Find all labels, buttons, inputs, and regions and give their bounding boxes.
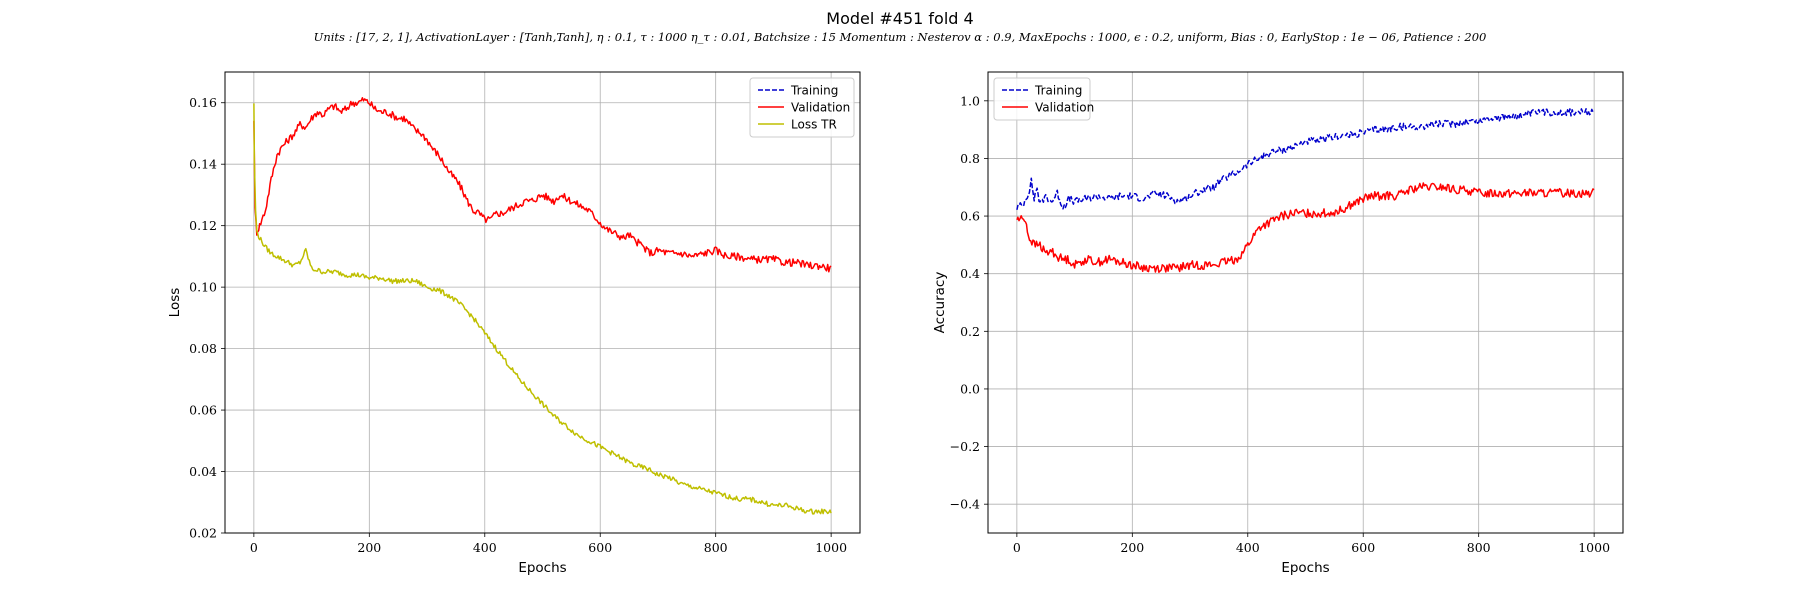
axes-frame (224, 71, 861, 534)
axes-frame (987, 71, 1624, 534)
x-axis-label: Epochs (1281, 560, 1329, 576)
y-tick-label: −0.2 (950, 439, 980, 454)
figure-subtitle: Units : [17, 2, 1], ActivationLayer : [T… (313, 30, 1487, 44)
figure-title: Model #451 fold 4 (826, 9, 974, 28)
legend-label: Validation (1035, 101, 1094, 115)
series-line-training (1016, 108, 1595, 210)
x-tick-label: 400 (473, 540, 497, 555)
legend: Training Validation (993, 77, 1094, 121)
x-tick-label: 400 (1236, 540, 1260, 555)
legend-box (993, 77, 1091, 121)
legend: Training Validation Loss TR (749, 77, 855, 138)
y-axis-label: Loss (167, 288, 183, 318)
x-tick-label: 1000 (815, 540, 847, 555)
y-tick-label: 0.10 (189, 280, 217, 295)
y-tick-label: 0.04 (189, 464, 217, 479)
y-tick-label: 0.16 (189, 95, 217, 110)
y-tick-label: 0.08 (189, 341, 217, 356)
legend-box (749, 77, 855, 138)
series-line-validation (253, 97, 832, 273)
x-tick-label: 0 (1013, 540, 1021, 555)
y-tick-label: 0.12 (189, 218, 217, 233)
x-tick-label: 1000 (1578, 540, 1610, 555)
legend-label: Training (1034, 84, 1082, 98)
y-tick-label: 0.14 (189, 157, 217, 172)
y-tick-label: 0.06 (189, 403, 217, 418)
y-tick-label: 0.02 (189, 526, 217, 541)
chart-panel-1: 0 200 400 600 800 1000 0.02 0.04 0.06 0.08 0.10 0.1… (167, 71, 861, 576)
x-tick-label: 0 (250, 540, 258, 555)
y-tick-label: 0.4 (960, 266, 980, 281)
y-tick-label: 0.6 (960, 209, 980, 224)
y-tick-label: −0.4 (950, 497, 980, 512)
x-tick-label: 800 (1467, 540, 1491, 555)
x-tick-label: 600 (1351, 540, 1375, 555)
x-tick-label: 200 (1120, 540, 1144, 555)
series-line-validation (1016, 182, 1595, 273)
x-tick-label: 200 (357, 540, 381, 555)
legend-label: Validation (791, 101, 850, 115)
legend-label: Training (790, 84, 838, 98)
x-tick-label: 600 (588, 540, 612, 555)
series-line-loss-tr (253, 103, 832, 515)
chart-panel-2: 0 200 400 600 800 1000 −0.4 −0.2 0.0 0.2 0.4 0.6 0.8… (932, 71, 1624, 576)
legend-label: Loss TR (791, 118, 837, 132)
y-tick-label: 1.0 (960, 93, 980, 108)
y-tick-label: 0.0 (960, 381, 980, 396)
y-axis-label: Accuracy (932, 272, 948, 334)
y-tick-label: 0.2 (960, 324, 980, 339)
x-axis-label: Epochs (518, 560, 566, 576)
y-tick-label: 0.8 (960, 151, 980, 166)
x-tick-label: 800 (704, 540, 728, 555)
